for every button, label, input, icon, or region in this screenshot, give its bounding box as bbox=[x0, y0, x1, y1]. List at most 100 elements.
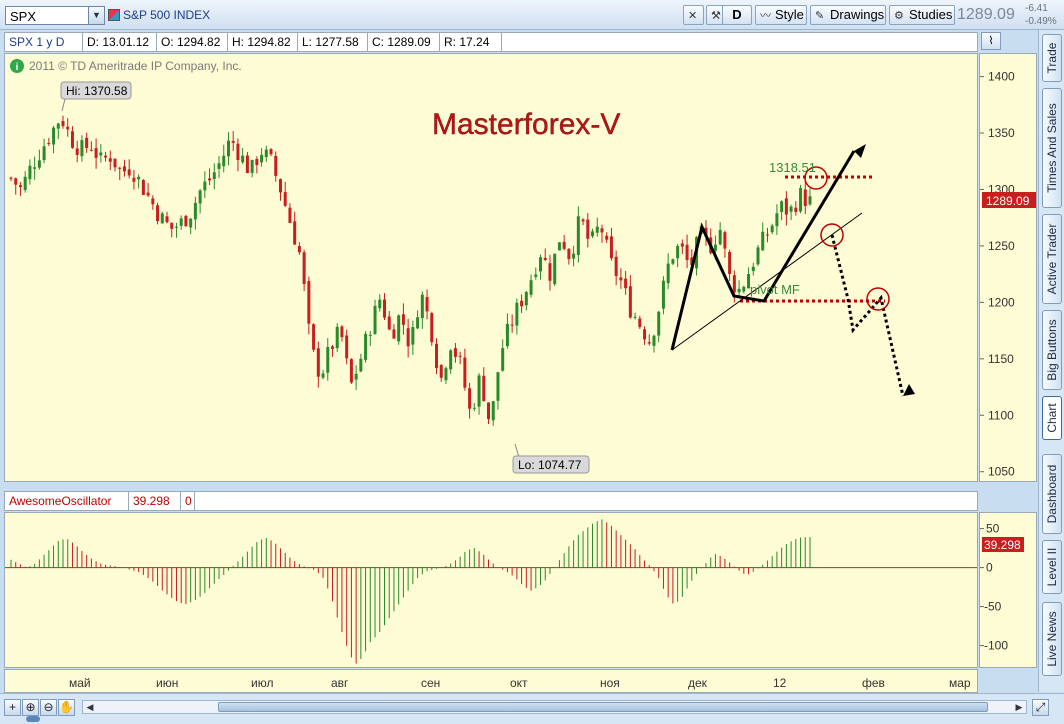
candle-body bbox=[85, 137, 89, 148]
range-value: R: 17.24 bbox=[440, 33, 502, 51]
price-chart[interactable]: Masterforex-V i 2011 © TD Ameritrade IP … bbox=[4, 53, 978, 482]
symbol-input[interactable]: SPX bbox=[5, 6, 89, 25]
tab-trade-label: Trade bbox=[1045, 42, 1059, 74]
candle-body bbox=[52, 127, 56, 145]
oscillator-name[interactable]: AwesomeOscillator bbox=[5, 492, 129, 510]
percent-change: -0.49% bbox=[1025, 16, 1057, 27]
candle-body bbox=[269, 149, 273, 155]
candle-body bbox=[326, 347, 330, 373]
candle-body bbox=[66, 126, 70, 130]
candle-body bbox=[543, 257, 547, 260]
time-ticks: май июн июл авг сен окт ноя дек 12 фев мар bbox=[69, 676, 971, 690]
crosshair-toggle-button[interactable]: + bbox=[4, 699, 21, 716]
candle-body bbox=[472, 407, 476, 409]
hi-label: Hi: 1370.58 bbox=[66, 84, 128, 98]
candle-body bbox=[581, 219, 585, 222]
tab-active-trader[interactable]: Active Trader bbox=[1042, 214, 1062, 304]
candle-body bbox=[118, 167, 122, 169]
tab-live-news[interactable]: Live News bbox=[1042, 602, 1062, 676]
wave-line bbox=[670, 150, 856, 351]
candle-body bbox=[37, 160, 41, 168]
candle-body bbox=[406, 328, 410, 347]
expand-button[interactable]: ⤢ bbox=[1032, 699, 1049, 716]
candle-body bbox=[241, 155, 245, 163]
tab-level-ii-label: Level II bbox=[1045, 547, 1059, 587]
arrow-head-up bbox=[854, 144, 866, 158]
candle-body bbox=[364, 333, 368, 360]
style-button[interactable]: 〰 Style bbox=[755, 5, 807, 25]
candle-body bbox=[761, 231, 765, 251]
symbol-link-icon[interactable] bbox=[108, 9, 120, 21]
tab-chart[interactable]: Chart bbox=[1042, 396, 1062, 440]
candle-body bbox=[387, 316, 391, 330]
candle-body bbox=[411, 327, 415, 345]
candle-body bbox=[430, 313, 434, 343]
candle-body bbox=[808, 196, 812, 205]
candle-body bbox=[784, 198, 788, 215]
price-tick-label: 1250 bbox=[988, 239, 1015, 253]
candle-body bbox=[226, 140, 230, 157]
tab-level-ii[interactable]: Level II bbox=[1042, 540, 1062, 594]
candle-body bbox=[515, 302, 519, 326]
zoom-out-button[interactable]: ⊖ bbox=[40, 699, 57, 716]
symbol-dropdown-button[interactable]: ▼ bbox=[88, 6, 105, 25]
chart-settings-button[interactable]: ⌇ bbox=[981, 32, 1001, 50]
candle-body bbox=[354, 373, 358, 380]
candle-body bbox=[491, 401, 495, 421]
candle-body bbox=[33, 167, 37, 169]
candle-body bbox=[529, 280, 533, 295]
tab-trade[interactable]: Trade bbox=[1042, 34, 1062, 82]
scroll-left-icon[interactable]: ◀ bbox=[86, 702, 94, 712]
candle-body bbox=[297, 246, 301, 253]
studies-button[interactable]: ⚙ Studies bbox=[889, 5, 955, 25]
candle-body bbox=[676, 246, 680, 259]
tab-times-and-sales[interactable]: Times And Sales bbox=[1042, 88, 1062, 208]
candle-body bbox=[368, 334, 372, 336]
time-tick-label: ноя bbox=[600, 676, 620, 690]
candle-body bbox=[208, 178, 212, 181]
price-axis[interactable]: 1050 1100 1150 1200 1250 1300 1350 1400 1289.09 bbox=[979, 53, 1037, 482]
info-icon[interactable] bbox=[10, 59, 24, 73]
candle-body bbox=[28, 165, 32, 180]
scroll-right-icon[interactable]: ▶ bbox=[1015, 702, 1023, 712]
zoom-in-icon: ⊕ bbox=[25, 700, 36, 714]
tab-active-trader-label: Active Trader bbox=[1045, 223, 1059, 295]
chart-label[interactable]: SPX 1 y D bbox=[5, 33, 83, 51]
candle-body bbox=[349, 359, 353, 383]
candle-body bbox=[718, 229, 722, 245]
candle-body bbox=[397, 315, 401, 342]
tab-dashboard[interactable]: Dashboard bbox=[1042, 454, 1062, 534]
drawings-button[interactable]: ✎ Drawings bbox=[810, 5, 886, 25]
crosshair-tool-button[interactable]: ✕ bbox=[683, 5, 704, 25]
chart-scrollbar[interactable]: ◀ ▶ bbox=[82, 700, 1027, 714]
candle-body bbox=[260, 154, 264, 163]
candle-body bbox=[122, 166, 126, 172]
tab-big-buttons[interactable]: Big Buttons bbox=[1042, 310, 1062, 390]
candle-body bbox=[23, 176, 27, 190]
candle-body bbox=[586, 219, 590, 239]
candle-body bbox=[458, 355, 462, 357]
candle-body bbox=[572, 253, 576, 259]
open-value: O: 1294.82 bbox=[157, 33, 228, 51]
candle-body bbox=[652, 335, 656, 346]
target-circle-3 bbox=[866, 287, 890, 311]
scrollbar-thumb[interactable] bbox=[218, 702, 988, 712]
candle-body bbox=[633, 316, 637, 318]
time-axis[interactable]: май июн июл авг сен окт ноя дек 12 фев мар bbox=[4, 669, 978, 693]
candle-body bbox=[789, 206, 793, 212]
time-tick-label: мар bbox=[949, 676, 971, 690]
oscillator-tick-label: 50 bbox=[986, 522, 1000, 536]
candle-body bbox=[449, 350, 453, 370]
oscillator-axis[interactable]: 50 0 -50 -100 39.298 bbox=[979, 512, 1037, 668]
period-button[interactable]: D bbox=[722, 5, 752, 25]
candle-body bbox=[236, 143, 240, 161]
candle-body bbox=[444, 368, 448, 381]
oscillator-chart[interactable] bbox=[4, 512, 978, 668]
zoom-in-button[interactable]: ⊕ bbox=[22, 699, 39, 716]
studies-icon: ⚙ bbox=[894, 10, 904, 22]
candle-body bbox=[799, 188, 803, 212]
candle-body bbox=[657, 311, 661, 336]
forecast-line bbox=[830, 234, 905, 397]
pan-hand-button[interactable]: ✋ bbox=[58, 699, 75, 716]
